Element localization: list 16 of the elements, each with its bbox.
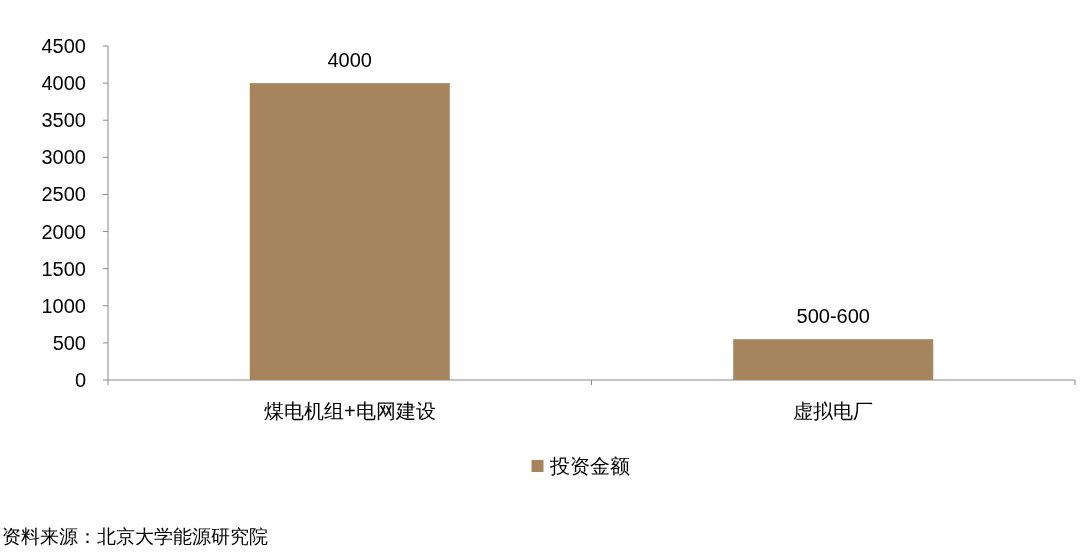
y-tick-label: 2500 — [41, 183, 86, 206]
x-tick-label: 煤电机组+电网建设 — [263, 400, 436, 422]
text: 500-600 — [796, 305, 870, 328]
y-tick-label: 4500 — [41, 35, 86, 57]
text: 资料来源：北京大学能源研究院 — [2, 526, 268, 547]
y-tick-label: 1000 — [41, 294, 86, 317]
y-tick-label: 3500 — [41, 109, 86, 132]
legend-label: 投资金额 — [548, 455, 630, 477]
y-tick-label: 0 — [74, 369, 86, 391]
y-tick-label: 3000 — [41, 146, 86, 169]
x-tick-label: 虚拟电厂 — [793, 400, 874, 422]
text: 4000 — [327, 49, 372, 72]
y-tick-label: 500 — [52, 331, 86, 354]
y-tick-label: 1500 — [41, 257, 86, 280]
y-tick-label: 4000 — [41, 72, 86, 95]
y-tick-label: 2000 — [41, 220, 86, 243]
